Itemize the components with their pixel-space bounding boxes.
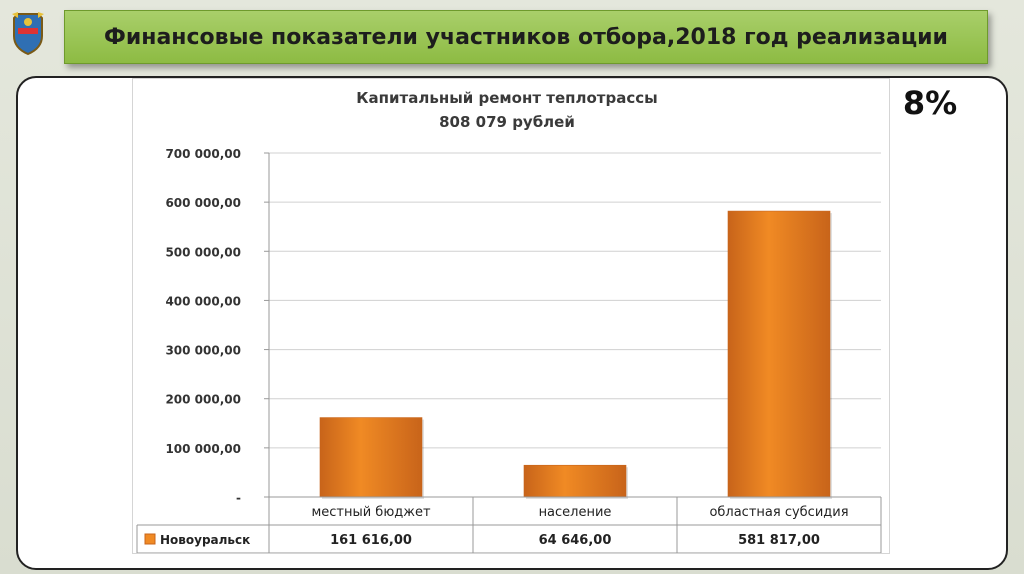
bar <box>319 417 423 498</box>
y-tick-label: - <box>236 491 241 505</box>
slide-title: Финансовые показатели участников отбора,… <box>104 24 948 50</box>
y-tick-label: 500 000,00 <box>165 245 241 259</box>
legend-swatch <box>144 533 156 545</box>
y-tick-label: 400 000,00 <box>165 294 241 308</box>
bar <box>727 210 831 498</box>
chart-container: Капитальный ремонт теплотрассы 808 079 р… <box>132 78 890 554</box>
category-label: население <box>539 505 612 520</box>
y-tick-label: 600 000,00 <box>165 196 241 210</box>
category-label: местный бюджет <box>311 505 431 520</box>
y-tick-label: 100 000,00 <box>165 442 241 456</box>
y-tick-label: 700 000,00 <box>165 147 241 161</box>
slide-title-bar: Финансовые показатели участников отбора,… <box>64 10 988 64</box>
data-label: 581 817,00 <box>738 533 820 548</box>
category-label: областная субсидия <box>709 505 848 520</box>
y-tick-label: 200 000,00 <box>165 393 241 407</box>
legend-label: Новоуральск <box>160 533 250 547</box>
bar-chart: Капитальный ремонт теплотрассы 808 079 р… <box>136 89 882 554</box>
coat-of-arms-icon <box>8 10 48 56</box>
y-tick-label: 300 000,00 <box>165 344 241 358</box>
data-label: 161 616,00 <box>330 533 412 548</box>
chart-subtitle: 808 079 рублей <box>439 113 575 131</box>
data-label: 64 646,00 <box>539 533 612 548</box>
chart-title: Капитальный ремонт теплотрассы <box>356 89 657 107</box>
bar <box>523 464 627 498</box>
percent-label: 8% <box>902 84 958 122</box>
